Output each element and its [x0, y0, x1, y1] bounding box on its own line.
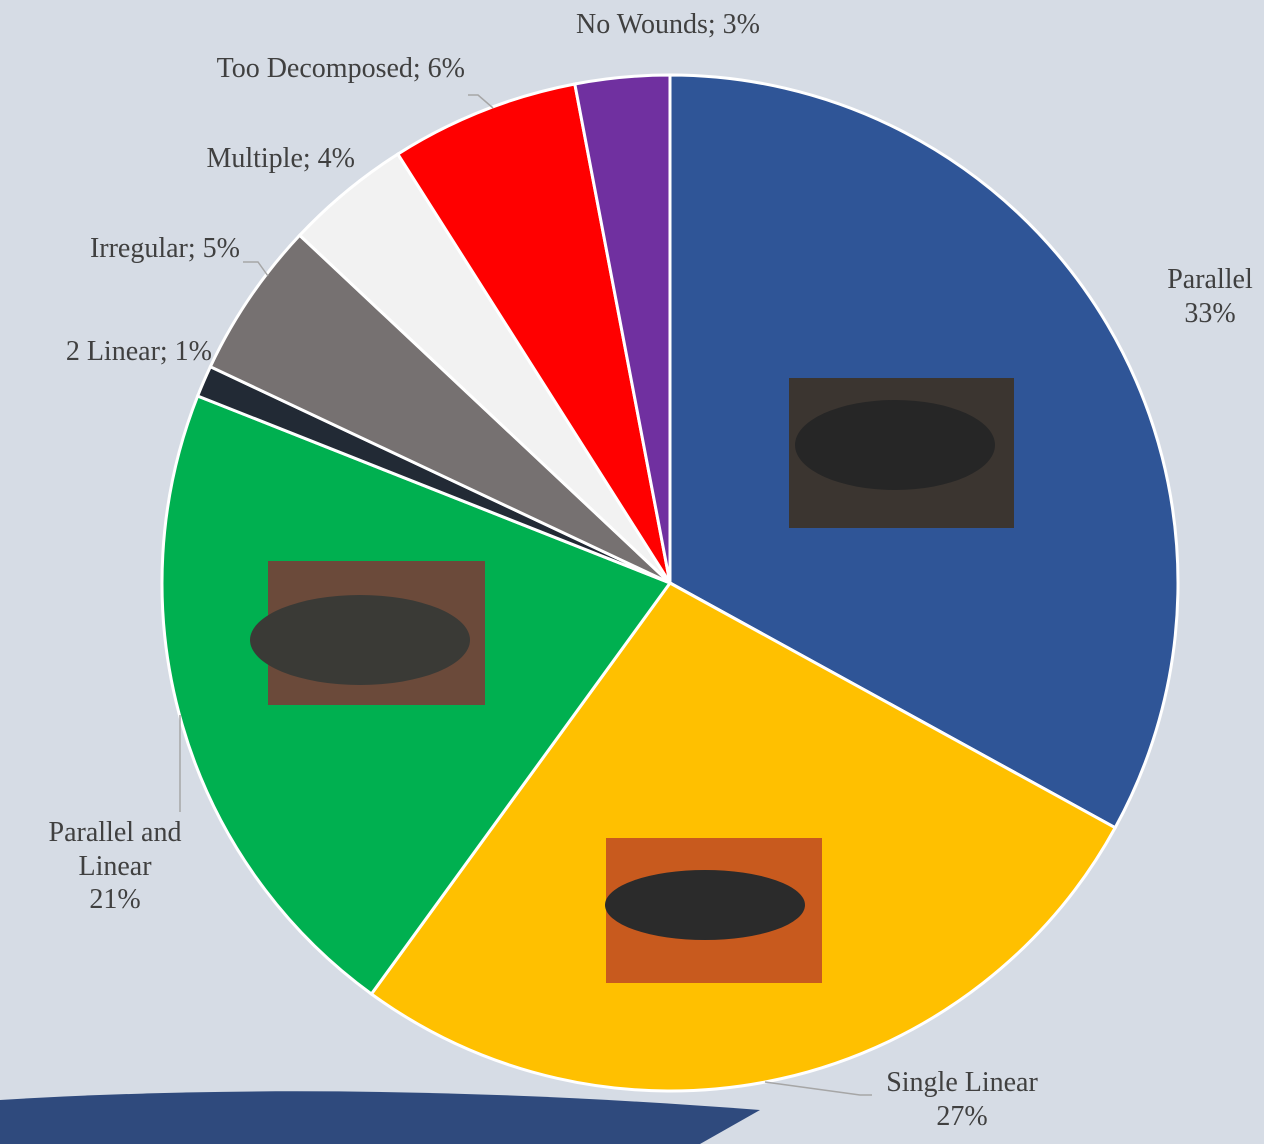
data-label: Too Decomposed; 6%: [217, 52, 465, 86]
photo-detail: [250, 595, 470, 685]
category-label: 2 Linear: [65, 336, 160, 367]
data-label: Irregular; 5%: [90, 232, 240, 266]
value-label: 4%: [317, 143, 355, 174]
label-separator: ;: [302, 143, 318, 174]
data-label: Parallel 33%: [1167, 263, 1253, 330]
value-label: 5%: [202, 233, 240, 264]
pie-slice: [208, 233, 672, 585]
category-label: Irregular: [89, 233, 188, 264]
value-label: 1%: [174, 336, 212, 367]
value-label: 6%: [427, 53, 465, 84]
label-separator: ;: [187, 233, 203, 264]
category-label: Single Linear: [886, 1067, 1038, 1098]
photos: [250, 378, 1014, 983]
label-separator: ;: [707, 9, 723, 40]
category-label: Parallel: [1167, 264, 1253, 295]
label-separator: ;: [412, 53, 428, 84]
category-label: Too Decomposed: [216, 53, 413, 84]
label-separator: ;: [159, 336, 175, 367]
pie-slice: [573, 73, 672, 584]
value-label: 3%: [722, 9, 760, 40]
category-label: No Wounds: [576, 9, 708, 40]
value-label: 21%: [89, 884, 141, 916]
category-label: Multiple: [206, 143, 303, 174]
value-label: 33%: [1184, 297, 1236, 329]
value-label: 27%: [936, 1100, 988, 1132]
pie-slice: [395, 82, 672, 584]
category-label: Parallel and Linear: [48, 817, 182, 882]
pie-slice: [369, 581, 1118, 1093]
data-label: 2 Linear; 1%: [66, 335, 212, 369]
footer-band: [0, 1091, 760, 1144]
leader-lines: [179, 94, 872, 1096]
photo-detail: [605, 870, 805, 940]
data-label: Multiple; 4%: [206, 142, 355, 176]
data-label: No Wounds; 3%: [576, 8, 760, 42]
data-label: Parallel and Linear 21%: [20, 816, 210, 917]
photo-detail: [795, 400, 995, 490]
data-label: Single Linear 27%: [886, 1066, 1038, 1133]
